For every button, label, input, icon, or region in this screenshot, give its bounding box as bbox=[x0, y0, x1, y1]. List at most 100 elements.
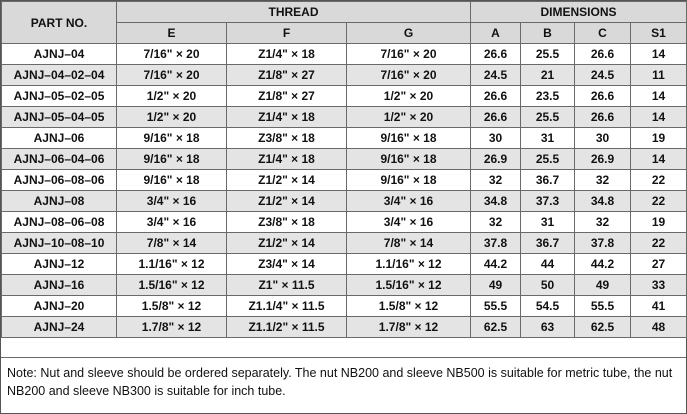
thread-f-cell: Z1.1/4" × 11.5 bbox=[226, 295, 347, 317]
dim-b-cell: 25.5 bbox=[520, 43, 575, 65]
dim-a-cell: 26.6 bbox=[470, 85, 521, 107]
thread-g-cell: 1.5/16" × 12 bbox=[346, 274, 471, 296]
col-header-e: E bbox=[116, 22, 227, 44]
dim-c-cell: 26.6 bbox=[574, 106, 631, 128]
part-no-cell: AJNJ–04 bbox=[1, 43, 117, 65]
dim-b-cell: 23.5 bbox=[520, 85, 575, 107]
thread-g-cell: 1.5/8" × 12 bbox=[346, 295, 471, 317]
table-row: AJNJ–24 1.7/8" × 12 Z1.1/2" × 11.5 1.7/8" ×… bbox=[1, 316, 687, 338]
dim-b-cell: 25.5 bbox=[520, 106, 575, 128]
part-no-cell: AJNJ–06 bbox=[1, 127, 117, 149]
dim-c-cell: 37.8 bbox=[574, 232, 631, 254]
dim-s1-cell: 22 bbox=[629, 190, 687, 212]
dim-c-cell: 55.5 bbox=[574, 295, 631, 317]
thread-g-cell: 1.7/8" × 12 bbox=[346, 316, 471, 338]
dim-a-cell: 26.6 bbox=[470, 43, 521, 65]
thread-f-cell: Z1/4" × 18 bbox=[226, 148, 347, 170]
thread-g-cell: 1.1/16" × 12 bbox=[346, 253, 471, 275]
dim-c-cell: 26.6 bbox=[574, 43, 631, 65]
thread-f-cell: Z1/2" × 14 bbox=[226, 190, 347, 212]
dim-s1-cell: 14 bbox=[629, 85, 687, 107]
thread-e-cell: 1.7/8" × 12 bbox=[116, 316, 227, 338]
dim-a-cell: 24.5 bbox=[470, 64, 521, 86]
dim-c-cell: 34.8 bbox=[574, 190, 631, 212]
dim-b-cell: 36.7 bbox=[520, 169, 575, 191]
thread-g-cell: 9/16" × 18 bbox=[346, 148, 471, 170]
thread-f-cell: Z1/4" × 18 bbox=[226, 43, 347, 65]
dim-b-cell: 50 bbox=[520, 274, 575, 296]
part-no-cell: AJNJ–12 bbox=[1, 253, 117, 275]
dim-a-cell: 26.9 bbox=[470, 148, 521, 170]
dim-a-cell: 32 bbox=[470, 169, 521, 191]
thread-g-cell: 1/2" × 20 bbox=[346, 106, 471, 128]
part-no-cell: AJNJ–08 bbox=[1, 190, 117, 212]
thread-f-cell: Z3/8" × 18 bbox=[226, 127, 347, 149]
dim-c-cell: 32 bbox=[574, 169, 631, 191]
table-row: AJNJ–04–02–04 7/16" × 20 Z1/8" × 27 7/16" ×… bbox=[1, 64, 687, 86]
thread-g-cell: 3/4" × 16 bbox=[346, 190, 471, 212]
dim-s1-cell: 14 bbox=[629, 148, 687, 170]
table-row: AJNJ–06–04–06 9/16" × 18 Z1/4" × 18 9/16" ×… bbox=[1, 148, 687, 170]
thread-e-cell: 1.5/8" × 12 bbox=[116, 295, 227, 317]
col-header-s1: S1 bbox=[629, 22, 687, 44]
part-no-cell: AJNJ–24 bbox=[1, 316, 117, 338]
part-no-cell: AJNJ–20 bbox=[1, 295, 117, 317]
thread-f-cell: Z1/8" × 27 bbox=[226, 64, 347, 86]
dim-c-cell: 44.2 bbox=[574, 253, 631, 275]
table-row: AJNJ–05–04–05 1/2" × 20 Z1/4" × 18 1/2" × 2… bbox=[1, 106, 687, 128]
dim-a-cell: 30 bbox=[470, 127, 521, 149]
dim-b-cell: 25.5 bbox=[520, 148, 575, 170]
thread-e-cell: 3/4" × 16 bbox=[116, 190, 227, 212]
part-no-cell: AJNJ–16 bbox=[1, 274, 117, 296]
thread-e-cell: 1/2" × 20 bbox=[116, 85, 227, 107]
part-no-cell: AJNJ–06–08–06 bbox=[1, 169, 117, 191]
part-no-cell: AJNJ–05–02–05 bbox=[1, 85, 117, 107]
thread-e-cell: 9/16" × 18 bbox=[116, 169, 227, 191]
dim-s1-cell: 48 bbox=[629, 316, 687, 338]
thread-f-cell: Z1/2" × 14 bbox=[226, 169, 347, 191]
part-no-cell: AJNJ–04–02–04 bbox=[1, 64, 117, 86]
col-header-c: C bbox=[574, 22, 631, 44]
table-row: AJNJ–16 1.5/16" × 12 Z1" × 11.5 1.5/16" × 1… bbox=[1, 274, 687, 296]
table-row: AJNJ–20 1.5/8" × 12 Z1.1/4" × 11.5 1.5/8" ×… bbox=[1, 295, 687, 317]
thread-g-cell: 7/16" × 20 bbox=[346, 43, 471, 65]
dim-b-cell: 21 bbox=[520, 64, 575, 86]
dim-c-cell: 32 bbox=[574, 211, 631, 233]
thread-g-cell: 9/16" × 18 bbox=[346, 127, 471, 149]
dim-a-cell: 62.5 bbox=[470, 316, 521, 338]
thread-e-cell: 9/16" × 18 bbox=[116, 148, 227, 170]
thread-g-cell: 9/16" × 18 bbox=[346, 169, 471, 191]
dim-b-cell: 36.7 bbox=[520, 232, 575, 254]
dim-s1-cell: 14 bbox=[629, 43, 687, 65]
dim-s1-cell: 33 bbox=[629, 274, 687, 296]
dim-a-cell: 55.5 bbox=[470, 295, 521, 317]
thread-e-cell: 1/2" × 20 bbox=[116, 106, 227, 128]
table-row: AJNJ–06–08–06 9/16" × 18 Z1/2" × 14 9/16" ×… bbox=[1, 169, 687, 191]
dim-c-cell: 30 bbox=[574, 127, 631, 149]
part-no-header: PART NO. bbox=[1, 1, 117, 44]
dim-c-cell: 26.9 bbox=[574, 148, 631, 170]
thread-e-cell: 1.1/16" × 12 bbox=[116, 253, 227, 275]
thread-g-cell: 1/2" × 20 bbox=[346, 85, 471, 107]
dim-a-cell: 34.8 bbox=[470, 190, 521, 212]
part-no-cell: AJNJ–08–06–08 bbox=[1, 211, 117, 233]
thread-e-cell: 1.5/16" × 12 bbox=[116, 274, 227, 296]
part-no-cell: AJNJ–10–08–10 bbox=[1, 232, 117, 254]
dim-s1-cell: 27 bbox=[629, 253, 687, 275]
thread-e-cell: 7/16" × 20 bbox=[116, 64, 227, 86]
dim-a-cell: 44.2 bbox=[470, 253, 521, 275]
dimensions-header: DIMENSIONS bbox=[469, 1, 687, 23]
dim-c-cell: 62.5 bbox=[574, 316, 631, 338]
part-no-cell: AJNJ–06–04–06 bbox=[1, 148, 117, 170]
dim-c-cell: 24.5 bbox=[574, 64, 631, 86]
dim-a-cell: 26.6 bbox=[470, 106, 521, 128]
thread-header: THREAD bbox=[116, 1, 471, 23]
table-row: AJNJ–06 9/16" × 18 Z3/8" × 18 9/16" × 18 30 3… bbox=[1, 127, 687, 149]
dim-a-cell: 49 bbox=[470, 274, 521, 296]
table-row: AJNJ–05–02–05 1/2" × 20 Z1/8" × 27 1/2" × 2… bbox=[1, 85, 687, 107]
thread-e-cell: 9/16" × 18 bbox=[116, 127, 227, 149]
thread-f-cell: Z1/8" × 27 bbox=[226, 85, 347, 107]
dim-s1-cell: 14 bbox=[629, 106, 687, 128]
dim-c-cell: 49 bbox=[574, 274, 631, 296]
